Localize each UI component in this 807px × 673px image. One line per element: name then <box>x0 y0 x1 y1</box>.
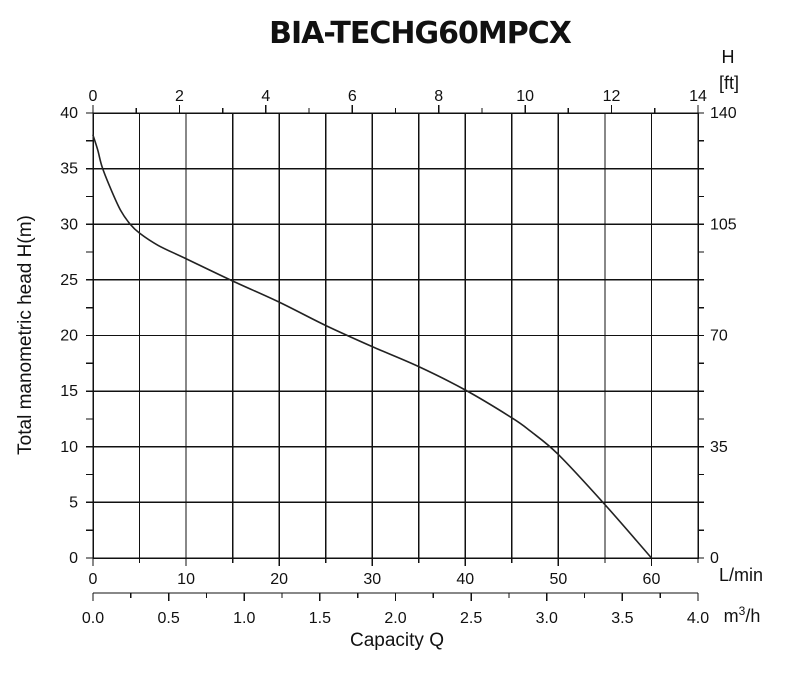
x2-axis-tick-label: 4.0 <box>687 610 709 627</box>
x2-axis-tick-label: 2.5 <box>460 610 482 627</box>
top-axis-tick-label: 10 <box>516 88 534 105</box>
x2-unit-m: m <box>724 606 739 626</box>
right-axis-tick-label: 0 <box>710 550 719 567</box>
x2-axis-tick-label: 1.0 <box>233 610 255 627</box>
left-axis-tick-label: 30 <box>60 216 78 233</box>
x2-axis-tick-label: 3.0 <box>536 610 558 627</box>
x2-axis-units: m3/h <box>724 604 761 626</box>
axis-ticks <box>86 105 704 601</box>
left-axis-tick-label: 0 <box>69 550 78 567</box>
right-axis-tick-label: 140 <box>710 105 737 122</box>
x2-unit-per-hour: /h <box>745 606 760 626</box>
left-axis-tick-label: 15 <box>60 383 78 400</box>
x2-axis-tick-label: 1.5 <box>309 610 331 627</box>
x2-axis-tick-label: 0.0 <box>82 610 104 627</box>
y-axis-label: Total manometric head H(m) <box>15 215 36 455</box>
bottom-axis-tick-label: 60 <box>643 571 661 588</box>
right-axis-tick-label: 35 <box>710 439 728 456</box>
series-line <box>92 134 653 559</box>
top-axis-tick-label: 2 <box>175 88 184 105</box>
top-axis-tick-label: 12 <box>603 88 621 105</box>
left-axis-tick-label: 35 <box>60 161 78 178</box>
top-axis-tick-label: 0 <box>89 88 98 105</box>
left-axis-tick-label: 40 <box>60 105 78 122</box>
x-axis-label: Capacity Q <box>350 630 444 651</box>
left-axis-tick-label: 5 <box>69 494 78 511</box>
x2-unit-exponent: 3 <box>739 604 746 618</box>
bottom-axis-tick-label: 20 <box>270 571 288 588</box>
x2-axis-tick-label: 0.5 <box>158 610 180 627</box>
right-axis-tick-label: 70 <box>710 328 728 345</box>
right-axis-tick-label: 105 <box>710 216 737 233</box>
top-axis-tick-label: 4 <box>261 88 270 105</box>
bottom-axis-tick-label: 40 <box>456 571 474 588</box>
left-axis-tick-label: 20 <box>60 328 78 345</box>
right-axis-units-ft: [ft] <box>719 73 739 93</box>
bottom-axis-tick-label: 50 <box>549 571 567 588</box>
right-axis-units-h: H <box>722 47 735 67</box>
left-axis-tick-label: 25 <box>60 272 78 289</box>
grid <box>93 113 698 558</box>
top-axis-tick-label: 14 <box>689 88 707 105</box>
left-axis-tick-label: 10 <box>60 439 78 456</box>
x2-axis-tick-label: 2.0 <box>384 610 406 627</box>
bottom-axis-tick-label: 10 <box>177 571 195 588</box>
top-axis-tick-label: 8 <box>434 88 443 105</box>
top-axis-tick-label: 6 <box>348 88 357 105</box>
x2-axis-tick-label: 3.5 <box>611 610 633 627</box>
bottom-axis-tick-label: 0 <box>89 571 98 588</box>
chart-title: BIA-TECHG60MPCX <box>269 16 572 51</box>
bottom-axis-tick-label: 30 <box>363 571 381 588</box>
x-axis-units: L/min <box>719 565 763 585</box>
